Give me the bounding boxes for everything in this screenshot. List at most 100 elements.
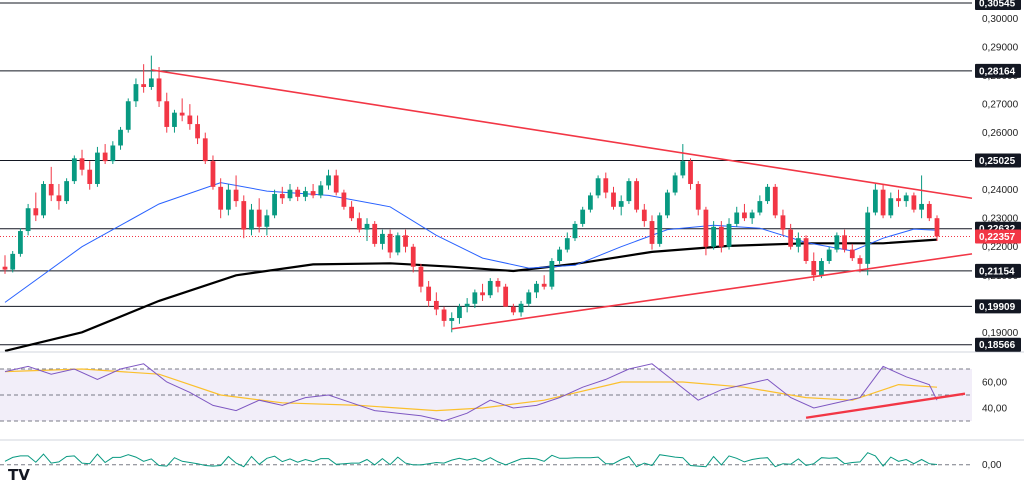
level-badge: 0,19909 — [975, 299, 1021, 314]
candle — [487, 278, 493, 299]
candle — [10, 251, 16, 273]
candle — [318, 181, 324, 199]
candle — [572, 221, 578, 242]
candle — [172, 109, 177, 133]
level-badge: 0,28164 — [975, 63, 1021, 78]
candle — [25, 203, 31, 236]
candle — [695, 181, 701, 216]
candle — [534, 280, 539, 299]
candle — [310, 183, 316, 199]
price-tick-label: 0,27000 — [982, 100, 1019, 111]
candle — [125, 98, 131, 133]
candle — [896, 189, 901, 207]
candle — [403, 229, 408, 253]
price-tick-label: 0,26000 — [982, 128, 1019, 139]
price-tick-label: 0,30000 — [982, 14, 1019, 25]
candle — [395, 232, 401, 256]
candle — [711, 221, 717, 250]
candle — [795, 232, 801, 253]
candle — [18, 228, 23, 257]
price-tick-label: 0,22000 — [982, 242, 1019, 253]
candle — [279, 186, 285, 204]
candle — [480, 283, 485, 301]
price-tick-label: 0,24000 — [982, 185, 1019, 196]
candle — [233, 175, 239, 207]
candle — [934, 215, 940, 242]
candle — [433, 292, 439, 316]
candle — [56, 183, 62, 210]
oscillator-tick-label: 0,00 — [982, 460, 1002, 471]
candle — [472, 289, 478, 309]
svg-text:0,28164: 0,28164 — [979, 66, 1016, 77]
candle — [634, 178, 639, 213]
candle — [872, 183, 878, 216]
candle — [626, 178, 632, 204]
candle — [903, 192, 909, 207]
candle — [826, 246, 832, 264]
candle — [41, 181, 46, 219]
candle — [64, 178, 70, 204]
candle — [526, 289, 532, 307]
candle — [241, 195, 247, 239]
candle — [303, 186, 308, 202]
candle — [341, 189, 347, 210]
candle — [441, 306, 447, 327]
svg-text:0,21154: 0,21154 — [979, 266, 1015, 277]
candle — [179, 98, 185, 122]
oscillator-pane — [0, 452, 972, 468]
candle — [333, 169, 339, 196]
candle — [765, 183, 770, 204]
candle — [387, 229, 393, 259]
candle — [202, 132, 208, 165]
candle — [264, 209, 270, 236]
candle — [772, 183, 778, 219]
candle — [195, 115, 200, 145]
candle — [372, 221, 378, 247]
price-axis: 0,300000,290000,280000,270000,260000,250… — [975, 0, 1021, 471]
level-badge: 0,18566 — [975, 337, 1021, 352]
candle — [287, 183, 293, 202]
candle — [726, 218, 732, 250]
rsi-pane — [0, 363, 1024, 441]
candle — [118, 126, 123, 150]
candle — [703, 206, 709, 256]
candle — [95, 146, 100, 187]
candle — [557, 246, 562, 264]
candle — [364, 218, 370, 242]
candle — [657, 212, 663, 247]
candle — [564, 232, 570, 253]
candle — [2, 255, 8, 274]
rsi-line — [4, 363, 938, 422]
rsi-tick-label: 40,00 — [982, 404, 1007, 415]
price-tick-label: 0,23000 — [982, 214, 1019, 225]
candle — [349, 201, 354, 222]
candle — [272, 189, 277, 219]
candle — [849, 243, 855, 261]
candle — [757, 195, 763, 216]
price-tick-label: 0,29000 — [982, 43, 1019, 54]
candle — [503, 283, 509, 307]
candle — [457, 303, 462, 324]
candle — [87, 161, 93, 190]
candle — [156, 67, 162, 107]
candle — [665, 189, 670, 219]
candle — [834, 232, 840, 253]
candle — [842, 229, 847, 253]
tradingview-logo: TV — [8, 466, 30, 484]
candle — [680, 144, 686, 179]
candle — [449, 312, 455, 333]
candle — [926, 201, 932, 222]
candle — [742, 203, 747, 222]
svg-text:0,25025: 0,25025 — [979, 156, 1016, 167]
candle — [780, 209, 786, 236]
candle — [641, 203, 647, 227]
candle — [588, 192, 593, 213]
candle — [102, 144, 108, 165]
candle — [79, 149, 85, 176]
candle — [788, 223, 794, 250]
candle — [734, 206, 740, 227]
candle — [464, 298, 470, 313]
level-badge: 0,30545 — [975, 0, 1021, 10]
candle — [48, 166, 54, 202]
price-pane — [0, 2, 1024, 353]
